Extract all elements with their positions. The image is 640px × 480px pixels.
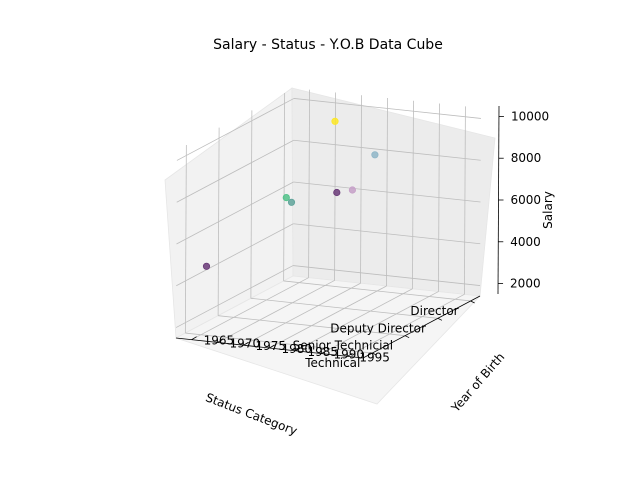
data-points [202,117,379,270]
chart-title: Salary - Status - Y.O.B Data Cube [213,37,443,53]
y-tick [243,341,249,346]
y-tick-label: 1990 [333,348,364,362]
tick-labels: Technical Senior Technicial Deputy Directo… [204,109,550,370]
y-tick-label: 1965 [204,334,235,348]
z-tick-label: 8000 [511,151,542,165]
y-grid-floor [243,282,361,346]
y-tick [269,344,275,349]
x-tick [404,335,410,339]
z-grid-left [176,223,294,287]
scatter-point [333,188,341,197]
y-axis-label: Year of Birth [448,350,507,415]
x-axis-label: Status Category [204,390,299,438]
y-grid-floor [295,288,413,352]
z-axis-label: Salary [541,191,555,229]
y-tick-label: 1985 [307,345,338,359]
y-grid-floor [269,285,387,349]
z-tick-label: 10000 [511,109,549,123]
y-tick-label: 1980 [282,342,313,356]
y-tick-label: 1970 [230,336,261,350]
x-tick [470,300,475,304]
x-tick-label: Technical [304,356,360,370]
scatter-point [282,194,290,202]
y-tick [217,339,223,343]
z-tick-label: 4000 [510,235,541,249]
y-tick [295,347,301,352]
z-tick-label: 2000 [510,277,541,291]
z-grid-back [293,181,481,203]
z-grid-back [293,98,481,119]
x-tick-label: Director [410,304,458,318]
y-tick [347,352,353,357]
z-tick-label: 6000 [511,193,542,207]
y-axis-line [362,295,481,359]
y-tick-label: 1975 [256,339,287,353]
z-grid-left [176,181,294,245]
y-grid-floor [347,293,465,357]
y-tick-label: 1995 [359,350,390,364]
z-grid-left [176,98,295,161]
y-grid-floor [321,291,439,354]
z-grid-left [175,265,294,328]
y-grid-floor [191,277,309,341]
scatter-point [287,198,296,206]
x-tick-label: Senior Technicial [293,339,393,353]
y-tick [191,336,197,341]
y-grid-floor [217,280,335,343]
z-grid-back [293,223,481,245]
x-tick-label: Deputy Director [330,321,426,335]
z-grid-back [293,265,481,286]
z-grid-left [176,139,294,203]
y-tick [321,350,327,354]
axis-lines [175,105,504,359]
scatter-point [331,117,339,125]
scatter-point [371,151,379,159]
x-tick [372,352,377,356]
z-grid-back [293,139,481,161]
scatter-point [202,262,211,270]
grid-lines [175,89,481,357]
x-tick [437,317,443,321]
scatter-point [348,186,356,194]
